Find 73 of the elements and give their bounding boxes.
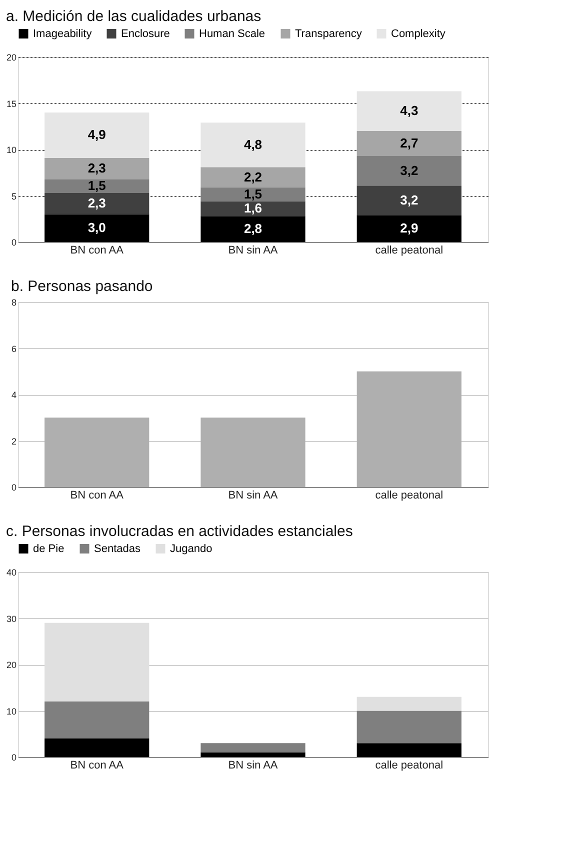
bar	[44, 158, 150, 180]
y-tick-label: 0	[11, 238, 16, 248]
legend-label: Imageability	[33, 28, 92, 40]
bar	[200, 187, 306, 202]
y-tick-label: 10	[6, 145, 16, 155]
legend-label: Transparency	[295, 28, 362, 40]
x-tick-label: BN con AA	[70, 244, 124, 256]
bar	[44, 112, 150, 158]
bar	[356, 743, 462, 757]
bar	[44, 192, 150, 214]
bar	[200, 167, 306, 188]
bar	[44, 179, 150, 193]
legend-label: Sentadas	[94, 542, 141, 555]
data-label: 2,7	[400, 135, 418, 150]
bar	[356, 156, 462, 186]
x-tick-label: calle peatonal	[375, 760, 444, 772]
x-tick-label: calle peatonal	[375, 244, 444, 256]
bar	[44, 214, 150, 242]
bar	[200, 216, 306, 242]
x-tick-label: calle peatonal	[375, 490, 444, 502]
chart-title: a. Medición de las cualidades urbanas	[6, 8, 262, 25]
y-tick-label: 0	[11, 752, 16, 762]
bar	[356, 215, 462, 242]
data-label: 4,8	[244, 136, 262, 152]
legend-label: Complexity	[391, 28, 446, 40]
legend-label: Human Scale	[199, 28, 266, 40]
y-tick-label: 2	[11, 436, 16, 446]
y-tick-label: 10	[6, 706, 16, 716]
y-tick-label: 20	[6, 52, 16, 62]
bar	[356, 710, 462, 744]
data-label: 3,0	[88, 220, 106, 236]
bar	[200, 201, 306, 216]
y-tick-label: 20	[6, 660, 16, 670]
bar	[356, 696, 462, 711]
y-tick-label: 0	[11, 482, 16, 492]
y-tick-label: 6	[11, 344, 16, 354]
bar	[200, 752, 306, 757]
data-label: 2,8	[244, 221, 262, 236]
legend-label: de Pie	[33, 542, 64, 555]
data-label: 4,9	[88, 127, 106, 142]
data-label: 2,9	[400, 220, 418, 236]
bar	[200, 743, 306, 752]
legend-label: Enclosure	[121, 28, 170, 40]
y-tick-label: 40	[6, 568, 16, 578]
y-tick-label: 30	[6, 614, 16, 624]
bar	[44, 738, 150, 757]
data-label: 1,5	[88, 178, 106, 194]
bar	[200, 122, 306, 168]
chart-title: b. Personas pasando	[10, 278, 153, 295]
x-tick-label: BN sin AA	[228, 760, 278, 772]
x-tick-label: BN sin AA	[228, 490, 278, 502]
legend-label: Jugando	[170, 542, 212, 555]
data-label: 2,2	[244, 169, 262, 184]
y-tick-label: 5	[11, 191, 16, 202]
y-tick-label: 15	[6, 98, 16, 109]
data-label: 2,3	[88, 196, 106, 211]
data-label: 3,2	[400, 192, 418, 208]
y-tick-label: 4	[11, 390, 16, 400]
data-label: 2,3	[88, 160, 106, 176]
bar	[356, 186, 462, 216]
chart-title: c. Personas involucradas en actividades estanciales	[6, 523, 353, 540]
bar	[44, 702, 150, 738]
x-tick-label: BN con AA	[70, 490, 124, 502]
data-label: 4,3	[400, 103, 418, 118]
data-label: 1,6	[244, 200, 262, 216]
y-tick-label: 8	[11, 298, 16, 308]
data-label: 1,5	[244, 186, 262, 202]
x-tick-label: BN con AA	[70, 760, 124, 772]
data-label: 3,2	[400, 162, 418, 178]
bar	[356, 91, 462, 131]
bar	[44, 622, 150, 702]
x-tick-label: BN sin AA	[228, 244, 278, 256]
bar	[356, 131, 462, 156]
